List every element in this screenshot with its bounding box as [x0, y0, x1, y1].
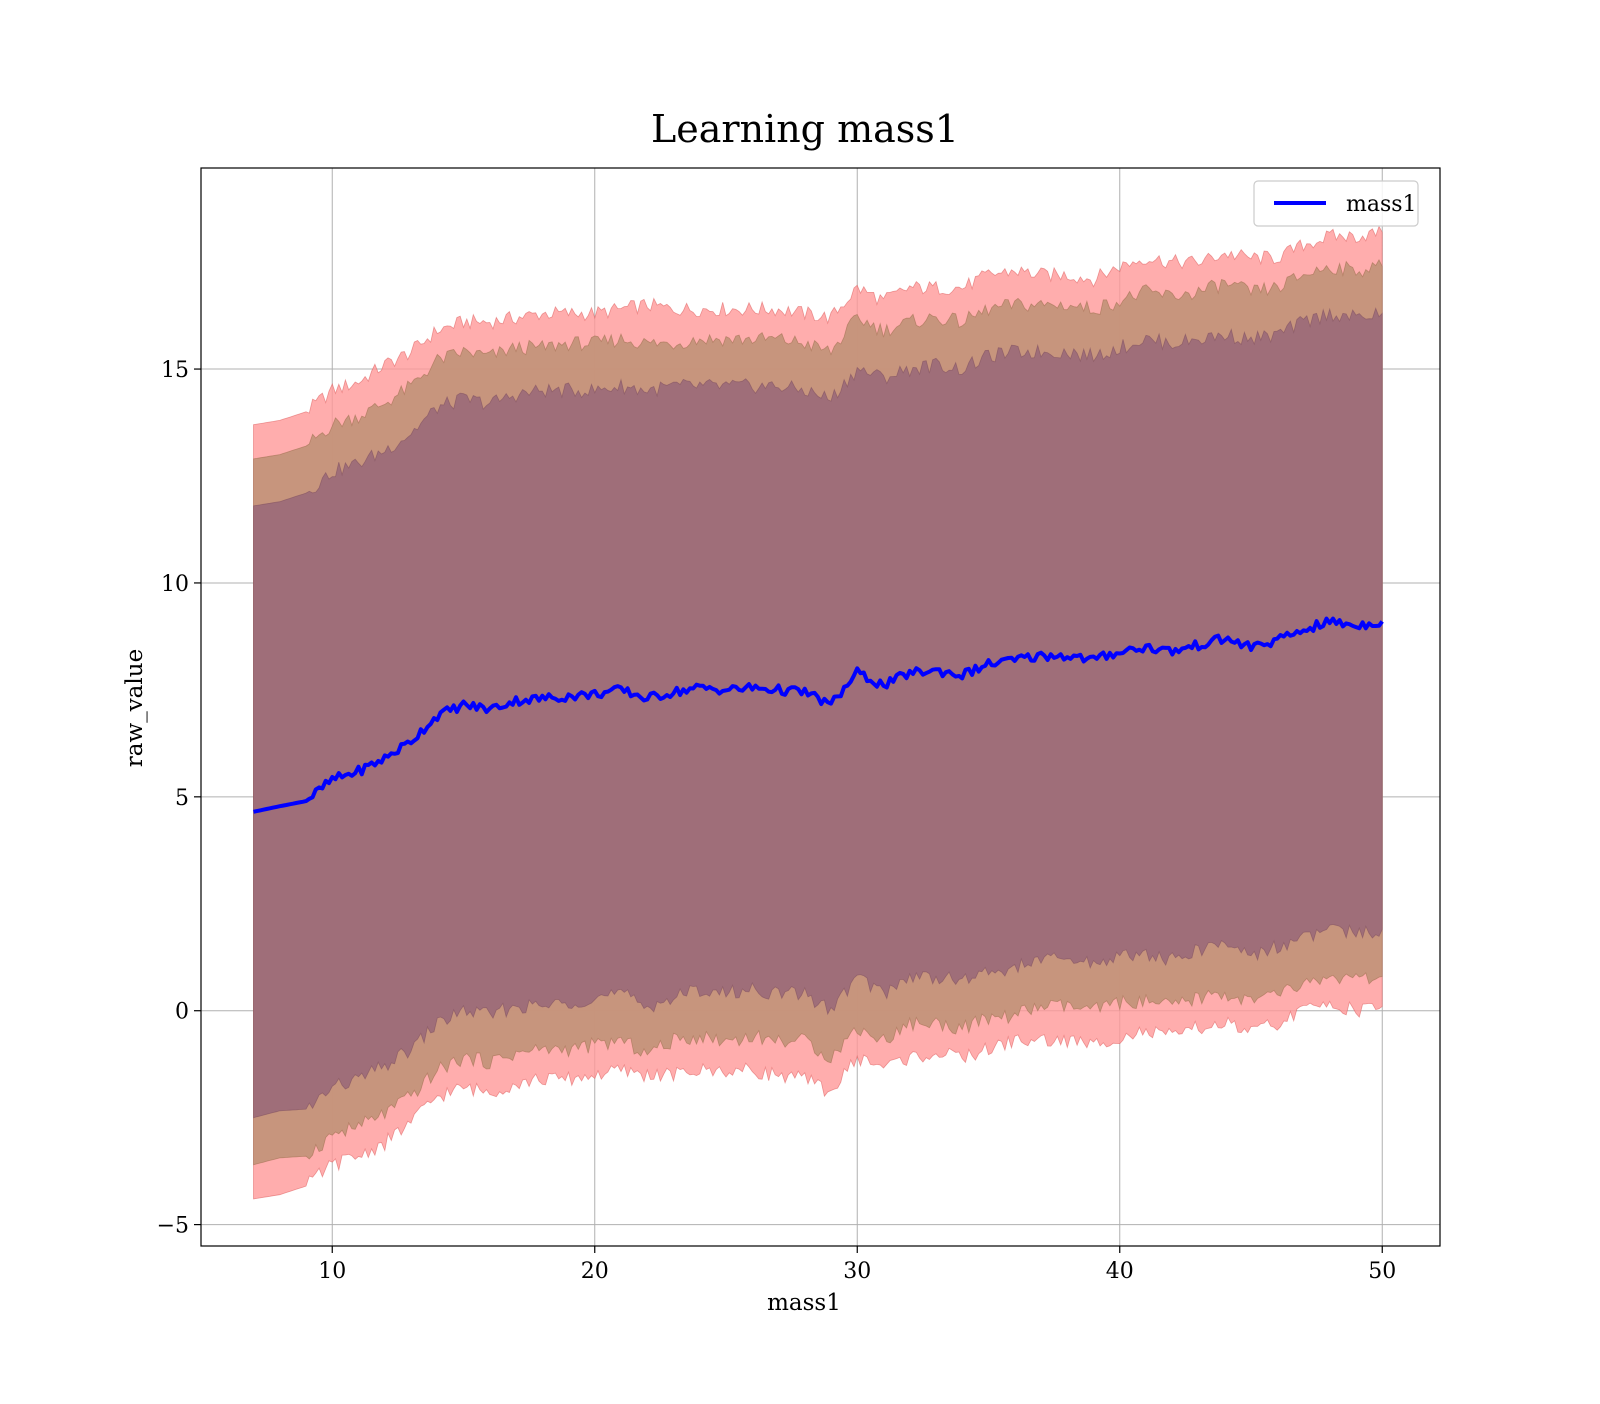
x-tick-label-0: 10: [318, 1259, 346, 1284]
plot-area: 10 20 30 40 50 −5 0 5 10 15: [157, 167, 1441, 1284]
x-tick-label-1: 20: [581, 1259, 609, 1284]
y-tick-label-4: 15: [161, 358, 189, 383]
series-line-mass1: [253, 616, 1384, 814]
y-tick-label-3: 10: [161, 572, 189, 597]
legend: mass1: [1253, 180, 1419, 227]
ticks: 10 20 30 40 50 −5 0 5 10 15: [157, 358, 1397, 1284]
axes-frame: [200, 167, 1441, 1247]
y-tick-label-1: 0: [175, 1000, 189, 1025]
chart-title: Learning mass1: [651, 107, 959, 151]
y-tick-label-2: 5: [175, 786, 189, 811]
x-tick-label-2: 30: [843, 1259, 871, 1284]
y-tick-label-0: −5: [157, 1214, 189, 1239]
x-tick-label-4: 50: [1368, 1259, 1396, 1284]
band-inner: [253, 307, 1383, 1119]
x-tick-label-3: 40: [1106, 1259, 1134, 1284]
x-axis-label: mass1: [767, 1290, 841, 1316]
y-axis-label: raw_value: [122, 649, 148, 767]
legend-box: [1253, 180, 1419, 227]
confidence-bands: [253, 225, 1383, 1200]
legend-label-mass1: mass1: [1346, 192, 1417, 217]
